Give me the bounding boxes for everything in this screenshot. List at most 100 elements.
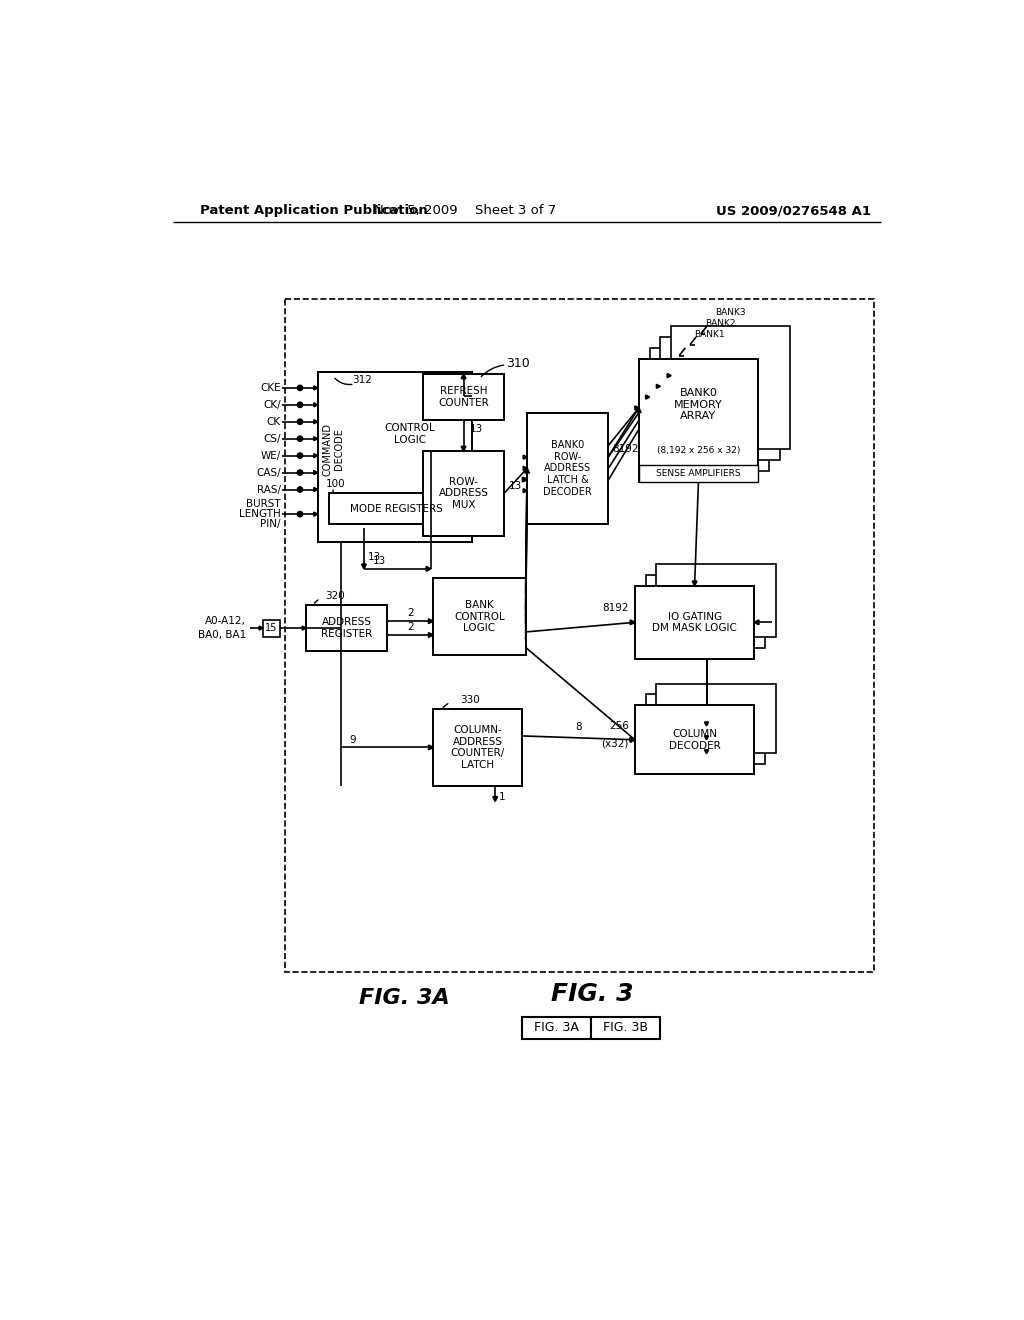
Text: ADDRESS
REGISTER: ADDRESS REGISTER (321, 618, 372, 639)
Text: IO GATING
DM MASK LOGIC: IO GATING DM MASK LOGIC (652, 611, 737, 634)
Text: COLUMN-
ADDRESS
COUNTER/
LATCH: COLUMN- ADDRESS COUNTER/ LATCH (451, 725, 505, 770)
Polygon shape (635, 407, 639, 409)
Text: Sheet 3 of 7: Sheet 3 of 7 (475, 205, 556, 218)
Polygon shape (523, 455, 527, 459)
Polygon shape (705, 722, 709, 726)
Polygon shape (522, 478, 527, 482)
Text: 13: 13 (373, 556, 386, 566)
Polygon shape (631, 738, 635, 742)
Text: WE/: WE/ (260, 450, 281, 461)
Polygon shape (429, 744, 433, 750)
Polygon shape (631, 738, 635, 742)
Bar (527, 412, 608, 524)
Text: BANK0
ROW-
ADDRESS
LATCH &
DECODER: BANK0 ROW- ADDRESS LATCH & DECODER (543, 440, 592, 496)
Bar (646, 576, 765, 648)
Bar (306, 605, 387, 651)
Polygon shape (426, 566, 431, 572)
Text: CK: CK (266, 417, 281, 426)
Text: 310: 310 (506, 356, 530, 370)
Circle shape (297, 453, 303, 458)
Text: COMMAND
DECODE: COMMAND DECODE (323, 422, 344, 477)
Text: 13: 13 (509, 480, 522, 491)
Text: BANK3: BANK3 (716, 308, 746, 317)
Text: BANK0
MEMORY
ARRAY: BANK0 MEMORY ARRAY (674, 388, 723, 421)
Polygon shape (692, 581, 697, 586)
Polygon shape (429, 632, 433, 638)
Text: 320: 320 (326, 591, 345, 601)
Bar (423, 451, 504, 536)
Text: 8192: 8192 (611, 445, 638, 454)
Bar (521, 1016, 591, 1039)
Bar (317, 372, 472, 541)
Text: Nov. 5, 2009: Nov. 5, 2009 (374, 205, 458, 218)
Polygon shape (302, 626, 306, 630)
Text: CK/: CK/ (263, 400, 281, 409)
Text: REFRESH
COUNTER: REFRESH COUNTER (438, 387, 489, 408)
Text: FIG. 3B: FIG. 3B (603, 1022, 648, 1035)
Text: FIG. 3A: FIG. 3A (534, 1022, 579, 1035)
Polygon shape (656, 384, 660, 388)
Circle shape (297, 418, 303, 425)
Bar (660, 337, 779, 461)
Circle shape (297, 487, 303, 492)
Text: BA0, BA1: BA0, BA1 (198, 630, 246, 640)
Text: CKE: CKE (260, 383, 281, 393)
Text: 1: 1 (499, 792, 506, 803)
Bar (656, 684, 776, 752)
Polygon shape (493, 797, 498, 801)
Polygon shape (313, 454, 317, 458)
Bar (656, 564, 776, 638)
Polygon shape (668, 374, 671, 378)
Text: 100: 100 (326, 479, 345, 490)
Polygon shape (313, 487, 317, 491)
Text: 256: 256 (609, 721, 629, 731)
Bar (263, 619, 280, 636)
Text: SENSE AMPLIFIERS: SENSE AMPLIFIERS (656, 469, 740, 478)
Bar (646, 694, 765, 763)
Bar (639, 465, 758, 482)
Text: ROW-
ADDRESS
MUX: ROW- ADDRESS MUX (438, 477, 488, 510)
Circle shape (297, 470, 303, 475)
Text: LENGTH: LENGTH (239, 510, 281, 519)
Text: 13: 13 (470, 425, 483, 434)
Polygon shape (631, 620, 635, 624)
Circle shape (297, 511, 303, 517)
Text: CS/: CS/ (263, 434, 281, 444)
Text: FIG. 3: FIG. 3 (551, 982, 634, 1006)
Bar (285, 298, 873, 973)
Bar (639, 359, 758, 482)
Bar (433, 578, 525, 655)
Text: 2: 2 (407, 622, 414, 632)
Text: (x32): (x32) (601, 738, 629, 748)
Polygon shape (524, 469, 529, 473)
Text: 8192: 8192 (602, 603, 629, 612)
Text: 13: 13 (368, 552, 381, 562)
Text: 8: 8 (575, 722, 582, 731)
Polygon shape (313, 385, 317, 389)
Polygon shape (259, 626, 263, 630)
Bar (423, 374, 504, 420)
Polygon shape (429, 619, 433, 623)
Text: 312: 312 (352, 375, 372, 385)
Polygon shape (523, 466, 527, 470)
Polygon shape (361, 564, 367, 569)
Polygon shape (313, 420, 317, 424)
Circle shape (297, 385, 303, 391)
Text: FIG. 3A: FIG. 3A (358, 987, 450, 1007)
Polygon shape (646, 395, 649, 399)
Text: PIN/: PIN/ (260, 519, 281, 529)
Bar (317, 372, 348, 527)
Bar (671, 326, 791, 449)
Text: BANK2: BANK2 (705, 319, 735, 327)
Bar (591, 1016, 660, 1039)
Polygon shape (461, 374, 466, 379)
Text: CONTROL
LOGIC: CONTROL LOGIC (385, 424, 435, 445)
Bar (649, 348, 769, 471)
Text: US 2009/0276548 A1: US 2009/0276548 A1 (716, 205, 870, 218)
Bar (433, 709, 521, 785)
Polygon shape (705, 750, 709, 754)
Polygon shape (637, 408, 641, 412)
Text: 2: 2 (407, 609, 414, 619)
Circle shape (297, 403, 303, 408)
Polygon shape (313, 512, 317, 516)
